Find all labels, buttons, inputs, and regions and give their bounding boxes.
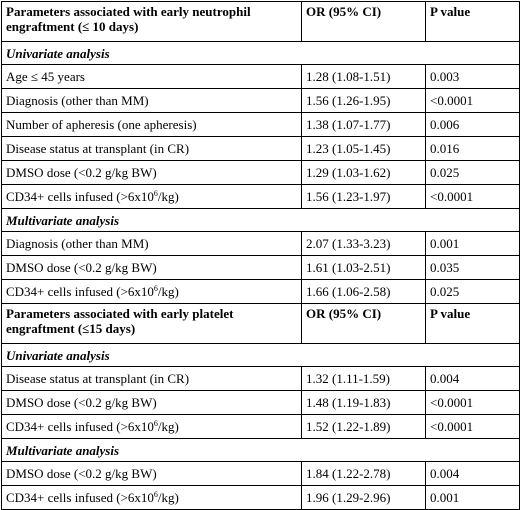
- table-row: Diagnosis (other than MM) 1.56 (1.26-1.95…: [1, 88, 520, 113]
- row-or: 1.61 (1.03-2.51): [301, 255, 426, 280]
- header-row: Parameters associated with early platele…: [1, 303, 520, 344]
- table-row: DMSO dose (<0.2 g/kg BW) 1.61 (1.03-2.51)…: [1, 255, 520, 280]
- table-row: Disease status at transplant (in CR) 1.32…: [1, 366, 520, 391]
- row-or: 2.07 (1.33-3.23): [301, 231, 426, 256]
- row-or: 1.32 (1.11-1.59): [301, 366, 426, 391]
- section-row: Univariate analysis: [1, 41, 520, 65]
- header-or: OR (95% CI): [301, 303, 426, 344]
- row-label: Diagnosis (other than MM): [1, 88, 302, 113]
- row-label-superscript: 6: [153, 189, 158, 198]
- row-p: 0.035: [425, 255, 520, 280]
- section-title: Multivariate analysis: [1, 438, 520, 462]
- row-or: 1.96 (1.29-2.96): [301, 485, 426, 510]
- row-label: Age ≤ 45 years: [1, 64, 302, 89]
- table-row: Age ≤ 45 years 1.28 (1.08-1.51) 0.003: [1, 64, 520, 89]
- row-label: Number of apheresis (one apheresis): [1, 112, 302, 137]
- row-label-text: CD34+ cells infused (>6x10: [6, 284, 154, 299]
- row-label-text: CD34+ cells infused (>6x10: [6, 419, 154, 434]
- row-label: DMSO dose (<0.2 g/kg BW): [1, 390, 302, 415]
- table-row: Disease status at transplant (in CR) 1.23…: [1, 136, 520, 161]
- table-row: CD34+ cells infused (>6x106/kg) 1.66 (1.0…: [1, 279, 520, 304]
- row-p: 0.003: [425, 64, 520, 89]
- header-row: Parameters associated with early neutrop…: [1, 1, 520, 42]
- row-p: 0.001: [425, 485, 520, 510]
- header-parameter: Parameters associated with early neutrop…: [1, 1, 302, 42]
- row-label-text: CD34+ cells infused (>6x10: [6, 490, 154, 505]
- table-row: DMSO dose (<0.2 g/kg BW) 1.48 (1.19-1.83)…: [1, 390, 520, 415]
- row-label: CD34+ cells infused (>6x106/kg): [1, 414, 302, 439]
- row-p: 0.025: [425, 279, 520, 304]
- table-row: Number of apheresis (one apheresis) 1.38 …: [1, 112, 520, 137]
- row-or: 1.48 (1.19-1.83): [301, 390, 426, 415]
- row-or: 1.52 (1.22-1.89): [301, 414, 426, 439]
- table-row: CD34+ cells infused (>6x106/kg) 1.96 (1.2…: [1, 485, 520, 510]
- table-row: Diagnosis (other than MM) 2.07 (1.33-3.23…: [1, 231, 520, 256]
- row-or: 1.56 (1.23-1.97): [301, 184, 426, 209]
- section-title: Univariate analysis: [1, 41, 520, 65]
- row-label: DMSO dose (<0.2 g/kg BW): [1, 255, 302, 280]
- row-label-unit: /kg): [157, 419, 179, 434]
- header-parameter: Parameters associated with early platele…: [1, 303, 302, 344]
- table-row: DMSO dose (<0.2 g/kg BW) 1.84 (1.22-2.78)…: [1, 461, 520, 486]
- row-label-superscript: 6: [153, 419, 158, 428]
- section-row: Multivariate analysis: [1, 208, 520, 232]
- row-label: Diagnosis (other than MM): [1, 231, 302, 256]
- row-p: 0.006: [425, 112, 520, 137]
- row-p: 0.004: [425, 461, 520, 486]
- row-p: <0.0001: [425, 88, 520, 113]
- section-title: Univariate analysis: [1, 343, 520, 367]
- row-or: 1.23 (1.05-1.45): [301, 136, 426, 161]
- row-p: <0.0001: [425, 184, 520, 209]
- row-or: 1.29 (1.03-1.62): [301, 160, 426, 185]
- row-or: 1.56 (1.26-1.95): [301, 88, 426, 113]
- section-row: Multivariate analysis: [1, 438, 520, 462]
- row-label-unit: /kg): [157, 189, 179, 204]
- row-label: DMSO dose (<0.2 g/kg BW): [1, 160, 302, 185]
- row-label-superscript: 6: [153, 284, 158, 293]
- row-p: <0.0001: [425, 390, 520, 415]
- row-label: Disease status at transplant (in CR): [1, 366, 302, 391]
- row-label: CD34+ cells infused (>6x106/kg): [1, 279, 302, 304]
- row-or: 1.38 (1.07-1.77): [301, 112, 426, 137]
- header-p: P value: [425, 1, 520, 42]
- row-p: 0.004: [425, 366, 520, 391]
- row-or: 1.66 (1.06-2.58): [301, 279, 426, 304]
- row-label: CD34+ cells infused (>6x106/kg): [1, 184, 302, 209]
- row-label: DMSO dose (<0.2 g/kg BW): [1, 461, 302, 486]
- section-row: Univariate analysis: [1, 343, 520, 367]
- row-label-unit: /kg): [157, 490, 179, 505]
- row-or: 1.28 (1.08-1.51): [301, 64, 426, 89]
- row-p: 0.025: [425, 160, 520, 185]
- table-row: CD34+ cells infused (>6x106/kg) 1.56 (1.2…: [1, 184, 520, 209]
- row-or: 1.84 (1.22-2.78): [301, 461, 426, 486]
- row-p: 0.016: [425, 136, 520, 161]
- row-label-text: CD34+ cells infused (>6x10: [6, 189, 154, 204]
- header-or: OR (95% CI): [301, 1, 426, 42]
- row-label: CD34+ cells infused (>6x106/kg): [1, 485, 302, 510]
- row-p: <0.0001: [425, 414, 520, 439]
- table-row: CD34+ cells infused (>6x106/kg) 1.52 (1.2…: [1, 414, 520, 439]
- row-label: Disease status at transplant (in CR): [1, 136, 302, 161]
- row-p: 0.001: [425, 231, 520, 256]
- row-label-unit: /kg): [157, 284, 179, 299]
- section-title: Multivariate analysis: [1, 208, 520, 232]
- table-row: DMSO dose (<0.2 g/kg BW) 1.29 (1.03-1.62)…: [1, 160, 520, 185]
- header-p: P value: [425, 303, 520, 344]
